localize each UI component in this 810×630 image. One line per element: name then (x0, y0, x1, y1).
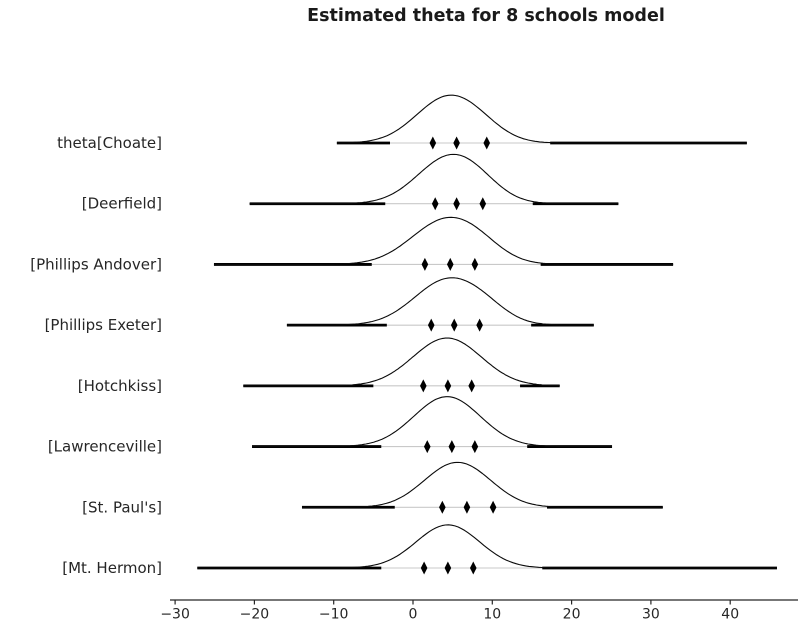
density-row-phillips-exeter (286, 277, 594, 332)
quartile-marker-q3 (479, 197, 487, 211)
quartile-marker-q3 (469, 561, 477, 575)
density-row-theta-choate (336, 94, 747, 150)
quartile-marker-q2 (463, 500, 471, 514)
quartile-marker-q2 (450, 318, 458, 332)
quartile-marker-q3 (483, 136, 491, 150)
density-row-phillips-andover (213, 216, 674, 271)
y-label-lawrenceville: [Lawrenceville] (48, 438, 162, 456)
x-tick-label: 10 (483, 607, 501, 623)
quartile-marker-q2 (444, 379, 452, 393)
quartile-marker-q1 (421, 257, 429, 271)
x-tick-label: 30 (642, 607, 660, 623)
y-axis-labels: theta[Choate] [Deerfield] [Phillips Andove… (30, 134, 162, 577)
density-row-deerfield (249, 153, 619, 211)
quartile-marker-q3 (471, 257, 479, 271)
quartile-marker-q2 (446, 257, 454, 271)
y-label-phillips-andover: [Phillips Andover] (30, 255, 162, 273)
density-row-lawrenceville (252, 396, 613, 454)
quartile-marker-q1 (423, 440, 431, 454)
density-curve (336, 94, 747, 144)
quartile-marker-q1 (420, 561, 428, 575)
x-tick-label: −30 (160, 607, 190, 623)
quartile-marker-q1 (439, 500, 446, 514)
quartile-marker-q3 (471, 440, 479, 454)
density-curve (286, 277, 594, 326)
quartile-marker-q2 (448, 440, 456, 454)
quartile-marker-q1 (431, 197, 439, 211)
x-axis: −30 −20 −10 0 10 20 30 40 (160, 599, 798, 623)
density-row-st-paul-s (301, 461, 663, 514)
density-curve (249, 153, 619, 205)
y-label-phillips-exeter: [Phillips Exeter] (45, 316, 162, 334)
density-rows (197, 94, 777, 575)
quartile-marker-q2 (453, 197, 460, 211)
quartile-marker-q2 (453, 136, 460, 150)
density-curve (302, 461, 663, 508)
quartile-marker-q1 (420, 379, 427, 393)
quartile-marker-q2 (444, 561, 452, 575)
density-curve (252, 396, 612, 448)
density-row-hotchkiss (243, 337, 560, 393)
quartile-marker-q3 (468, 379, 475, 393)
density-curve (214, 216, 674, 265)
quartile-marker-q1 (429, 136, 437, 150)
y-label-mt-hermon: [Mt. Hermon] (62, 559, 162, 577)
x-tick-label: −10 (319, 607, 349, 623)
y-label-theta-choate: theta[Choate] (57, 134, 162, 152)
chart-title: Estimated theta for 8 schools model (307, 6, 665, 26)
density-curve (197, 524, 777, 569)
quartile-marker-q1 (427, 318, 435, 332)
x-tick-label: 0 (409, 607, 418, 623)
density-row-mt-hermon (197, 524, 777, 575)
density-curve (243, 337, 560, 387)
x-tick-label: 20 (563, 607, 581, 623)
quartile-marker-q3 (476, 318, 483, 332)
x-tick-label: 40 (721, 607, 739, 623)
quartile-marker-q3 (489, 500, 497, 514)
y-label-st-paul-s: [St. Paul's] (82, 498, 162, 516)
y-label-hotchkiss: [Hotchkiss] (78, 377, 162, 395)
y-label-deerfield: [Deerfield] (82, 195, 162, 213)
x-tick-label: −20 (240, 607, 270, 623)
